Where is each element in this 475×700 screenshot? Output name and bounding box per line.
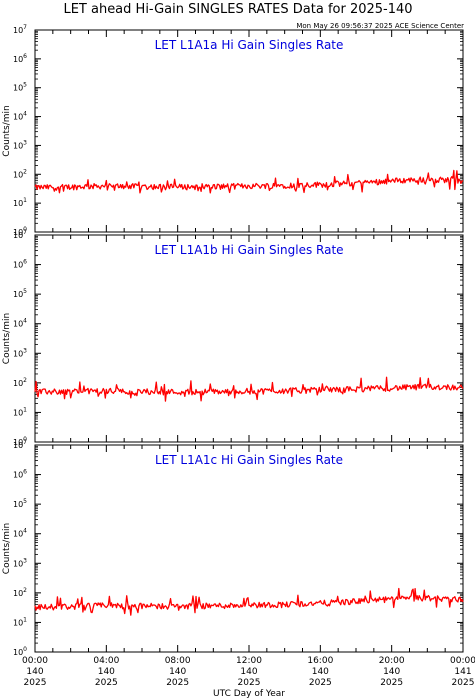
y-tick-label: 102	[13, 377, 27, 388]
chart-panel-3: 100 101 102 103 104 105 106 107 Counts/min LET L1…	[2, 439, 464, 657]
y-tick-label: 105	[13, 82, 27, 93]
plot-frame	[34, 29, 464, 233]
plot-frame	[34, 234, 464, 443]
x-tick-label-year: 2025	[166, 678, 189, 688]
x-tick-label-time: 20:00	[379, 656, 405, 666]
x-tick-label-time: 08:00	[165, 656, 191, 666]
y-tick-label: 101	[13, 616, 27, 627]
x-tick-label-year: 2025	[24, 678, 47, 688]
y-axis-label: Counts/min	[2, 105, 12, 156]
series-line	[34, 169, 464, 194]
x-tick-label-time: 16:00	[307, 656, 333, 666]
chart-panel-2: 100 101 102 103 104 105 106 107 Counts/min LET L1…	[2, 229, 464, 447]
y-tick-label: 104	[13, 528, 27, 539]
plot-frame	[34, 444, 464, 653]
x-tick-label-doy: 140	[240, 667, 257, 677]
x-tick-label-time: 00:00	[22, 656, 48, 666]
y-tick-label: 107	[13, 24, 27, 35]
x-tick-label-year: 2025	[380, 678, 403, 688]
figure-title: LET ahead Hi-Gain SINGLES RATES Data for…	[63, 2, 412, 17]
panel-title: LET L1A1b Hi Gain Singles Rate	[154, 243, 343, 257]
x-tick-label-year: 2025	[95, 678, 118, 688]
y-tick-label: 106	[13, 259, 27, 270]
chart-panel-1: 100 101 102 103 104 105 106 107 Counts/min LET L1…	[2, 24, 464, 237]
y-tick-label: 102	[13, 587, 27, 598]
y-tick-label: 103	[13, 347, 27, 358]
y-tick-label: 102	[13, 168, 27, 179]
x-tick-label-time: 04:00	[93, 656, 119, 666]
y-tick-label: 104	[13, 111, 27, 122]
x-tick-label-time: 00:00	[450, 656, 475, 666]
y-tick-label: 101	[13, 197, 27, 208]
y-axis-label: Counts/min	[2, 313, 12, 364]
x-tick-label-doy: 140	[383, 667, 400, 677]
x-tick-label-doy: 140	[312, 667, 329, 677]
series-line	[34, 587, 464, 616]
y-tick-label: 107	[13, 229, 27, 240]
y-tick-label: 103	[13, 139, 27, 150]
y-tick-label: 100	[13, 646, 27, 657]
x-tick-label-doy: 140	[169, 667, 186, 677]
y-tick-label: 100	[13, 436, 27, 447]
y-axis-label: Counts/min	[2, 523, 12, 574]
panels: 100 101 102 103 104 105 106 107 Counts/min LET L1…	[2, 24, 464, 657]
y-tick-label: 105	[13, 288, 27, 299]
y-tick-label: 106	[13, 469, 27, 480]
x-tick-label-doy: 140	[98, 667, 115, 677]
y-tick-label: 107	[13, 439, 27, 450]
x-tick-label-year: 2025	[452, 678, 475, 688]
y-tick-label: 105	[13, 498, 27, 509]
y-tick-label: 106	[13, 53, 27, 64]
y-tick-label: 100	[13, 226, 27, 237]
x-tick-label-year: 2025	[309, 678, 332, 688]
panel-title: LET L1A1c Hi Gain Singles Rate	[155, 453, 343, 467]
x-tick-label-year: 2025	[238, 678, 261, 688]
y-tick-label: 103	[13, 557, 27, 568]
x-axis-label: UTC Day of Year	[213, 689, 285, 699]
timestamp: Mon May 26 09:56:37 2025 ACE Science Cen…	[296, 22, 464, 30]
y-tick-label: 101	[13, 406, 27, 417]
panel-title: LET L1A1a Hi Gain Singles Rate	[155, 38, 344, 52]
x-tick-label-time: 12:00	[236, 656, 262, 666]
y-tick-label: 104	[13, 318, 27, 329]
x-tick-label-doy: 140	[26, 667, 43, 677]
x-axis: 00:00140202504:00140202508:00140202512:0…	[22, 656, 475, 688]
series-line	[34, 376, 464, 402]
x-tick-label-doy: 141	[454, 667, 471, 677]
